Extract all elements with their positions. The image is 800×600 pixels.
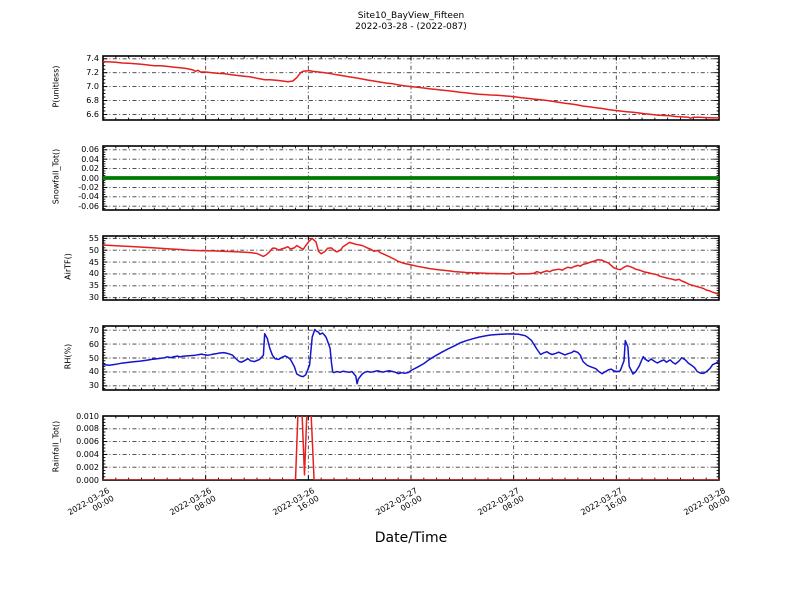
y-tick-label: 6.6 [86, 109, 99, 119]
y-tick-label: 0.008 [76, 424, 99, 434]
series-line-Rainfall_Tot [103, 416, 719, 480]
y-tick-label: 70 [88, 325, 99, 335]
subplot-0 [102, 55, 720, 121]
subplot-1 [102, 145, 720, 211]
y-tick-label: 0.002 [76, 462, 99, 472]
y-tick-label: -0.06 [78, 201, 99, 211]
y-tick-label: 6.8 [86, 96, 99, 106]
subplot-4 [102, 415, 720, 481]
y-axis-label: RH(%) [63, 343, 73, 370]
y-tick-label: 40 [88, 367, 99, 377]
y-tick-label: 35 [88, 281, 99, 291]
y-tick-label: 7.2 [86, 68, 99, 78]
x-axis-label: Date/Time [374, 530, 448, 546]
subplot-frame [102, 325, 720, 391]
y-tick-label: 0.02 [81, 164, 99, 174]
series-line-RH [103, 328, 719, 385]
chart-title: Site10_BayView_Fifteen [357, 11, 465, 21]
y-tick-label: 30 [88, 381, 99, 391]
series-line-P [103, 60, 719, 120]
series-line-AirTF [103, 237, 719, 296]
y-tick-label: 50 [88, 353, 99, 363]
subplot-frame [102, 55, 720, 121]
y-tick-label: 0.004 [76, 449, 99, 459]
y-tick-label: 45 [88, 257, 99, 267]
subplot-frame [102, 235, 720, 301]
subplot-3 [102, 325, 720, 391]
y-tick-label: -0.04 [78, 192, 99, 202]
y-tick-label: 55 [88, 233, 99, 243]
y-tick-label: 0.010 [76, 411, 99, 421]
y-axis-label: Rainfall_Tot() [51, 420, 61, 473]
y-tick-label: 7.4 [86, 54, 99, 64]
y-tick-label: 0.06 [81, 145, 99, 155]
y-tick-label: 0.006 [76, 437, 99, 447]
y-axis-label: Snowfall_Tot() [51, 148, 61, 205]
subplot-2 [102, 235, 720, 301]
y-tick-label: 0.000 [76, 475, 99, 485]
y-tick-label: 60 [88, 339, 99, 349]
y-tick-label: 7.0 [86, 82, 99, 92]
chart-subtitle: 2022-03-28 - (2022-087) [355, 22, 467, 32]
y-tick-label: 0.04 [81, 154, 99, 164]
y-tick-label: 30 [88, 293, 99, 303]
y-tick-label: 50 [88, 245, 99, 255]
y-tick-label: 40 [88, 269, 99, 279]
y-tick-label: 0.00 [81, 173, 99, 183]
y-tick-label: -0.02 [78, 182, 99, 192]
